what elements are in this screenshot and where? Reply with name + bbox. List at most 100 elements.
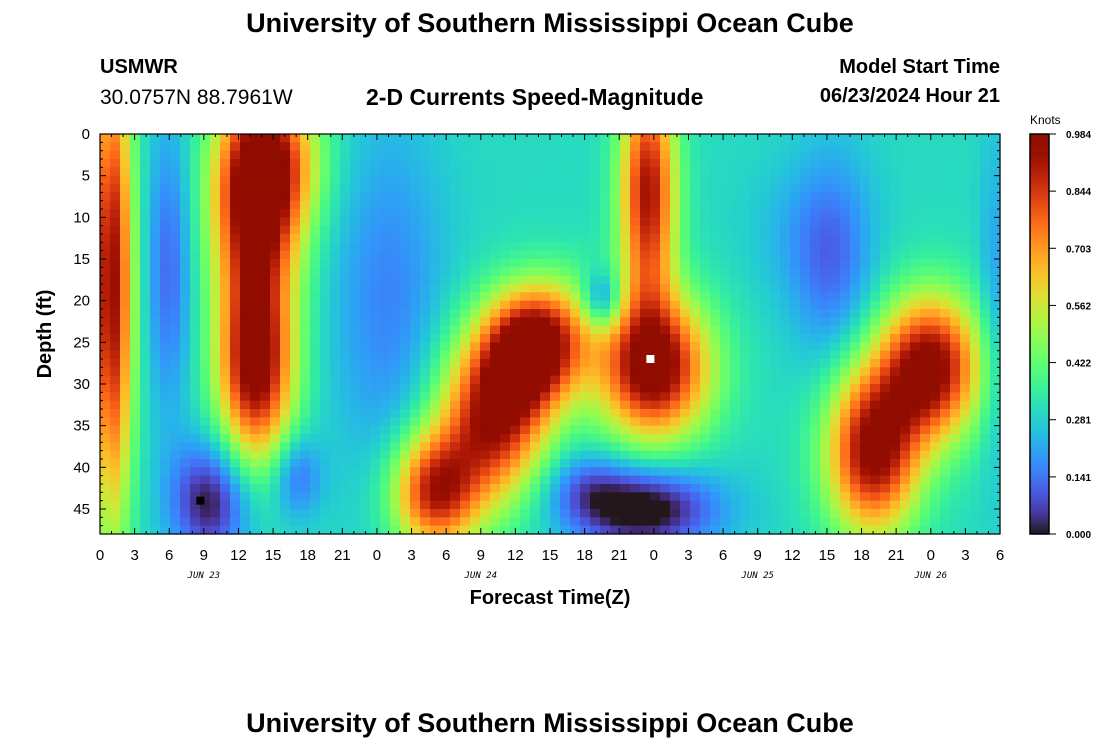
heatmap-cell bbox=[420, 275, 431, 285]
heatmap-cell bbox=[520, 250, 531, 260]
heatmap-cell bbox=[120, 167, 131, 177]
heatmap-cell bbox=[210, 350, 221, 360]
heatmap-cell bbox=[240, 184, 251, 193]
heatmap-cell bbox=[950, 209, 961, 218]
heatmap-cell bbox=[620, 284, 631, 293]
heatmap-cell bbox=[380, 459, 391, 468]
heatmap-cell bbox=[710, 409, 721, 418]
heatmap-cell bbox=[440, 167, 451, 177]
heatmap-cell bbox=[370, 134, 381, 143]
heatmap-cell bbox=[330, 184, 341, 193]
heatmap-cell bbox=[890, 525, 901, 535]
heatmap-cell bbox=[870, 409, 881, 418]
heatmap-cell bbox=[380, 450, 391, 460]
heatmap-cell bbox=[410, 242, 421, 252]
heatmap-cell bbox=[820, 192, 831, 202]
heatmap-cell bbox=[430, 359, 441, 368]
heatmap-cell bbox=[660, 467, 671, 477]
heatmap-cell bbox=[500, 317, 511, 327]
heatmap-cell bbox=[800, 200, 811, 210]
heatmap-cell bbox=[700, 317, 711, 327]
heatmap-cell bbox=[220, 384, 231, 393]
heatmap-cell bbox=[830, 134, 841, 143]
heatmap-cell bbox=[970, 459, 981, 468]
heatmap-cell bbox=[480, 409, 491, 418]
heatmap-cell bbox=[370, 275, 381, 285]
heatmap-cell bbox=[540, 492, 551, 502]
heatmap-cell bbox=[360, 209, 371, 218]
heatmap-cell bbox=[260, 142, 271, 152]
heatmap-cell bbox=[210, 192, 221, 202]
heatmap-cell bbox=[580, 392, 591, 402]
heatmap-cell bbox=[150, 400, 161, 410]
heatmap-cell bbox=[550, 300, 561, 310]
heatmap-cell bbox=[140, 175, 151, 185]
heatmap-cell bbox=[250, 292, 261, 302]
heatmap-cell bbox=[660, 350, 671, 360]
heatmap-cell bbox=[400, 517, 411, 527]
heatmap-cell bbox=[690, 159, 701, 168]
heatmap-cell bbox=[180, 150, 191, 160]
heatmap-cell bbox=[190, 509, 201, 518]
heatmap-cell bbox=[880, 325, 891, 335]
heatmap-cell bbox=[880, 192, 891, 202]
heatmap-cell bbox=[230, 367, 241, 377]
heatmap-cell bbox=[170, 500, 181, 510]
heatmap-cell bbox=[490, 525, 501, 535]
heatmap-cell bbox=[690, 192, 701, 202]
heatmap-cell bbox=[690, 167, 701, 177]
heatmap-cell bbox=[680, 384, 691, 393]
heatmap-cell bbox=[830, 309, 841, 318]
heatmap-cell bbox=[450, 459, 461, 468]
heatmap-cell bbox=[990, 484, 1001, 493]
heatmap-cell bbox=[480, 334, 491, 343]
heatmap-cell bbox=[120, 317, 131, 327]
heatmap-cell bbox=[500, 225, 511, 235]
heatmap-cell bbox=[980, 242, 991, 252]
heatmap-cell bbox=[820, 525, 831, 535]
heatmap-cell bbox=[500, 134, 511, 143]
heatmap-cell bbox=[350, 509, 361, 518]
heatmap-cell bbox=[890, 225, 901, 235]
heatmap-cell bbox=[150, 292, 161, 302]
heatmap-cell bbox=[590, 309, 601, 318]
heatmap-cell bbox=[260, 384, 271, 393]
heatmap-cell bbox=[290, 134, 301, 143]
heatmap-cell bbox=[370, 225, 381, 235]
heatmap-cell bbox=[850, 309, 861, 318]
heatmap-cell bbox=[940, 167, 951, 177]
heatmap-cell bbox=[190, 275, 201, 285]
heatmap-cell bbox=[400, 509, 411, 518]
date-label: JUN 23 bbox=[187, 571, 221, 581]
heatmap-cell bbox=[800, 384, 811, 393]
heatmap-cell bbox=[150, 300, 161, 310]
heatmap-cell bbox=[850, 467, 861, 477]
heatmap-cell bbox=[670, 334, 681, 343]
heatmap-cell bbox=[950, 375, 961, 385]
heatmap-cell bbox=[840, 492, 851, 502]
heatmap-cell bbox=[810, 350, 821, 360]
heatmap-cell bbox=[880, 442, 891, 452]
heatmap-cell bbox=[790, 525, 801, 535]
heatmap-cell bbox=[250, 192, 261, 202]
heatmap-cell bbox=[510, 159, 521, 168]
heatmap-cell bbox=[540, 184, 551, 193]
heatmap-cell bbox=[200, 159, 211, 168]
heatmap-cell bbox=[760, 175, 771, 185]
heatmap-cell bbox=[640, 142, 651, 152]
heatmap-cell bbox=[740, 450, 751, 460]
heatmap-cell bbox=[380, 417, 391, 427]
heatmap-cell bbox=[420, 517, 431, 527]
heatmap-cell bbox=[560, 142, 571, 152]
heatmap-cell bbox=[990, 350, 1001, 360]
heatmap-cell bbox=[450, 350, 461, 360]
heatmap-cell bbox=[280, 150, 291, 160]
heatmap-cell bbox=[820, 434, 831, 443]
heatmap-cell bbox=[520, 242, 531, 252]
heatmap-cell bbox=[350, 450, 361, 460]
heatmap-cell bbox=[860, 400, 871, 410]
heatmap-cell bbox=[590, 234, 601, 243]
heatmap-cell bbox=[270, 442, 281, 452]
heatmap-cell bbox=[200, 317, 211, 327]
heatmap-cell bbox=[810, 217, 821, 227]
